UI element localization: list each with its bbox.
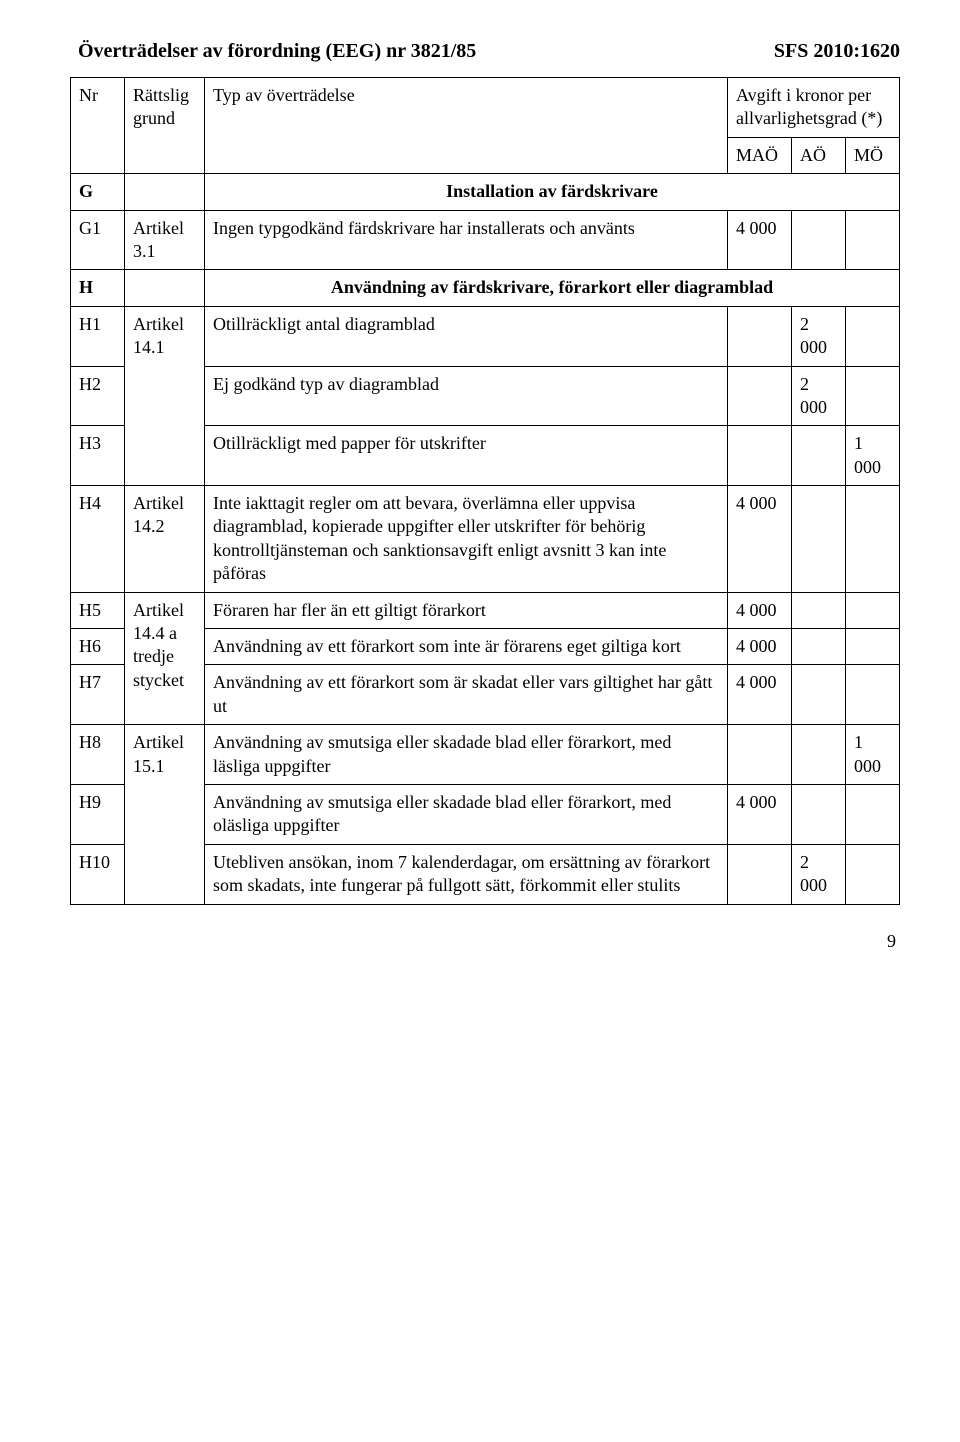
table-row: H8 Artikel 15.1 Användning av smutsiga e… [71, 725, 900, 785]
row-grund: Artikel 14.4 a tredje stycket [125, 592, 205, 725]
row-typ: Användning av smutsiga eller skadade bla… [205, 784, 728, 844]
col-nr-header: Nr [71, 78, 125, 174]
row-typ: Otillräckligt antal diagramblad [205, 306, 728, 366]
section-code: H [71, 270, 125, 306]
row-mo [845, 844, 899, 904]
section-title: Användning av färdskrivare, förarkort el… [205, 270, 900, 306]
violations-table: Nr Rättslig grund Typ av överträdelse Av… [70, 77, 900, 905]
row-nr: H6 [71, 629, 125, 665]
row-mo [845, 665, 899, 725]
table-row: H1 Artikel 14.1 Otillräckligt antal diag… [71, 306, 900, 366]
row-mao [727, 725, 791, 785]
page-number: 9 [70, 931, 896, 952]
col-typ-header: Typ av överträdelse [205, 78, 728, 174]
row-ao [791, 426, 845, 486]
row-nr: H8 [71, 725, 125, 785]
row-nr: H7 [71, 665, 125, 725]
row-grund: Artikel 15.1 [125, 725, 205, 904]
table-row: G1 Artikel 3.1 Ingen typgodkänd färdskri… [71, 210, 900, 270]
col-mo-header: MÖ [845, 137, 899, 173]
row-mo: 1 000 [845, 426, 899, 486]
row-mao [727, 306, 791, 366]
row-mo [845, 306, 899, 366]
row-ao: 2 000 [791, 366, 845, 426]
row-mo [845, 784, 899, 844]
table-row: H4 Artikel 14.2 Inte iakttagit regler om… [71, 486, 900, 593]
row-mao: 4 000 [727, 629, 791, 665]
row-mao [727, 426, 791, 486]
row-nr: H2 [71, 366, 125, 426]
row-mao: 4 000 [727, 784, 791, 844]
row-ao [791, 665, 845, 725]
row-grund: Artikel 14.1 [125, 306, 205, 485]
row-mao [727, 366, 791, 426]
row-mao: 4 000 [727, 210, 791, 270]
row-mao [727, 844, 791, 904]
row-mo [845, 210, 899, 270]
row-ao [791, 629, 845, 665]
col-ao-header: AÖ [791, 137, 845, 173]
table-header-row: Nr Rättslig grund Typ av överträdelse Av… [71, 78, 900, 138]
row-ao [791, 784, 845, 844]
page-header: Överträdelser av förordning (EEG) nr 382… [78, 40, 900, 63]
row-mao: 4 000 [727, 592, 791, 628]
row-mo [845, 486, 899, 593]
row-nr: H9 [71, 784, 125, 844]
col-mao-header: MAÖ [727, 137, 791, 173]
col-avgift-header: Avgift i kronor per allvarlighetsgrad (*… [727, 78, 899, 138]
section-row: G Installation av färdskrivare [71, 174, 900, 210]
section-code: G [71, 174, 125, 210]
row-typ: Användning av smutsiga eller skadade bla… [205, 725, 728, 785]
row-grund: Artikel 3.1 [125, 210, 205, 270]
row-typ: Användning av ett förarkort som inte är … [205, 629, 728, 665]
row-typ: Otillräckligt med papper för utskrifter [205, 426, 728, 486]
row-ao [791, 592, 845, 628]
row-mao: 4 000 [727, 486, 791, 593]
row-nr: H5 [71, 592, 125, 628]
section-row: H Användning av färdskrivare, förarkort … [71, 270, 900, 306]
row-typ: Utebliven ansökan, inom 7 kalenderdagar,… [205, 844, 728, 904]
row-ao [791, 210, 845, 270]
row-nr: H4 [71, 486, 125, 593]
row-typ: Föraren har fler än ett giltigt förarkor… [205, 592, 728, 628]
row-nr: G1 [71, 210, 125, 270]
row-mo [845, 366, 899, 426]
row-mao: 4 000 [727, 665, 791, 725]
header-right: SFS 2010:1620 [774, 40, 900, 63]
section-title: Installation av färdskrivare [205, 174, 900, 210]
row-mo [845, 629, 899, 665]
header-left: Överträdelser av förordning (EEG) nr 382… [78, 40, 476, 63]
col-grund-header: Rättslig grund [125, 78, 205, 174]
row-grund: Artikel 14.2 [125, 486, 205, 593]
row-typ: Ej godkänd typ av diagramblad [205, 366, 728, 426]
row-nr: H1 [71, 306, 125, 366]
row-ao [791, 486, 845, 593]
row-mo: 1 000 [845, 725, 899, 785]
row-ao: 2 000 [791, 306, 845, 366]
row-ao [791, 725, 845, 785]
row-ao: 2 000 [791, 844, 845, 904]
row-typ: Inte iakttagit regler om att bevara, öve… [205, 486, 728, 593]
row-typ: Ingen typgodkänd färdskrivare har instal… [205, 210, 728, 270]
row-nr: H3 [71, 426, 125, 486]
row-mo [845, 592, 899, 628]
row-nr: H10 [71, 844, 125, 904]
row-typ: Användning av ett förarkort som är skada… [205, 665, 728, 725]
table-row: H5 Artikel 14.4 a tredje stycket Föraren… [71, 592, 900, 628]
